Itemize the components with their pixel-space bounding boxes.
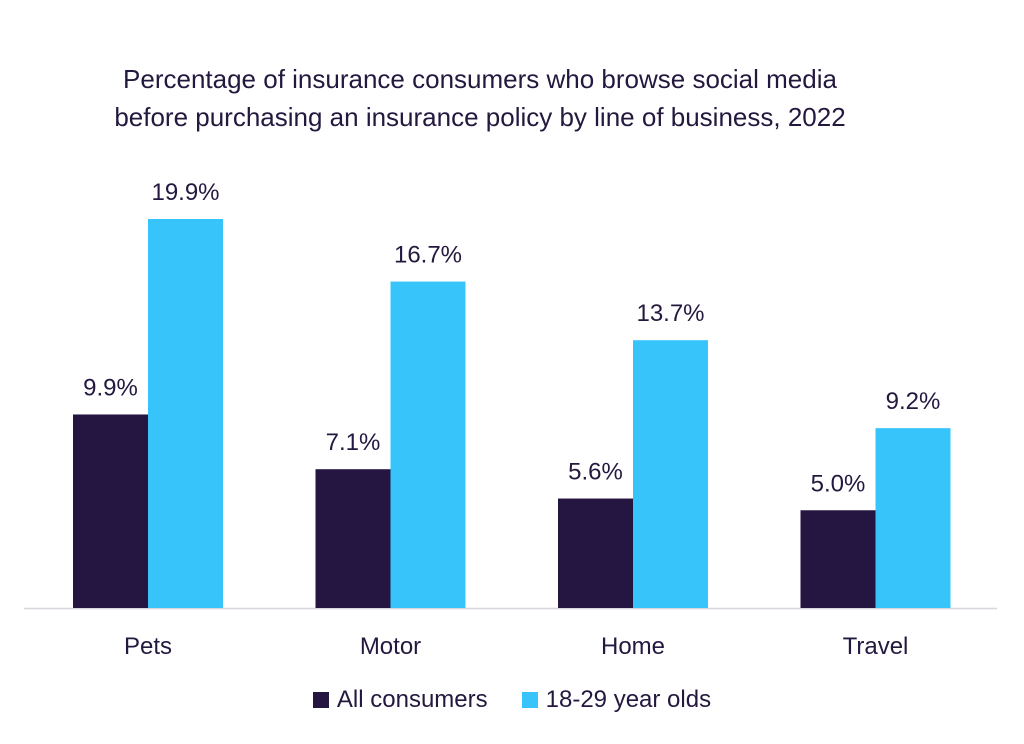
data-label-travel-series-1: 9.2% bbox=[886, 388, 941, 415]
data-label-pets-series-0: 9.9% bbox=[83, 374, 138, 401]
legend-label-18-29: 18-29 year olds bbox=[545, 686, 712, 713]
bar-travel-series-1 bbox=[875, 428, 951, 608]
bar-home-series-1 bbox=[633, 340, 708, 608]
legend-swatch-all-consumers bbox=[312, 692, 329, 708]
bar-motor-series-1 bbox=[390, 281, 466, 608]
bar-motor-series-0 bbox=[315, 469, 391, 608]
legend-item-all-consumers: All consumers bbox=[312, 686, 488, 714]
x-tick-label-home: Home bbox=[601, 633, 665, 660]
chart-title-line-2: before purchasing an insurance policy by… bbox=[114, 102, 846, 132]
data-label-travel-series-0: 5.0% bbox=[811, 470, 866, 497]
legend-label-all-consumers: All consumers bbox=[336, 686, 488, 713]
x-tick-label-motor: Motor bbox=[360, 633, 421, 660]
data-label-motor-series-1: 16.7% bbox=[394, 242, 462, 269]
chart-title-line-1: Percentage of insurance consumers who br… bbox=[123, 64, 837, 94]
data-label-pets-series-1: 19.9% bbox=[151, 179, 219, 206]
bar-pets-series-1 bbox=[148, 219, 223, 608]
bar-travel-series-0 bbox=[800, 510, 876, 608]
x-tick-label-travel: Travel bbox=[843, 633, 909, 660]
bar-home-series-0 bbox=[558, 498, 633, 608]
legend-swatch-18-29 bbox=[521, 692, 538, 708]
legend-item-18-29: 18-29 year olds bbox=[521, 686, 712, 714]
data-label-home-series-0: 5.6% bbox=[568, 459, 623, 486]
x-tick-label-pets: Pets bbox=[124, 633, 172, 660]
data-label-home-series-1: 13.7% bbox=[636, 300, 704, 327]
chart-title: Percentage of insurance consumers who br… bbox=[0, 60, 960, 136]
data-label-motor-series-0: 7.1% bbox=[326, 429, 381, 456]
chart-legend: All consumers 18-29 year olds bbox=[0, 686, 1024, 714]
bar-pets-series-0 bbox=[73, 414, 148, 608]
